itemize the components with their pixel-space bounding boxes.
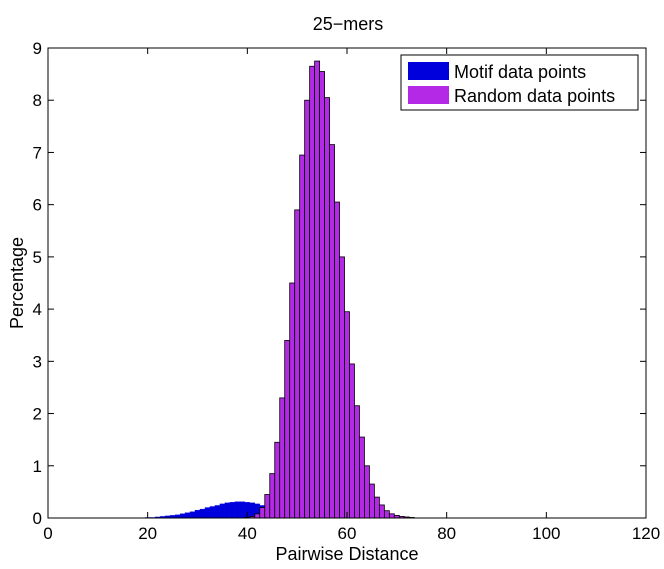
x-tick-label: 80 [437,524,456,543]
random-bar [284,340,291,519]
random-bar [294,209,301,519]
random-bar [259,507,266,519]
random-bar [254,513,261,519]
random-bar [383,510,390,519]
motif-bar [219,503,226,519]
random-bar [344,311,350,519]
motif-bar [199,508,206,519]
y-tick-labels: 0 1 2 3 4 5 6 7 8 9 [33,39,42,528]
motif-bar [179,513,186,519]
random-bar [329,144,335,519]
random-bar [279,397,286,519]
random-bar [314,60,320,519]
x-tick-label: 40 [238,524,257,543]
legend-label-random: Random data points [454,86,615,106]
legend-label-motif: Motif data points [454,62,586,82]
x-tick-label: 20 [138,524,157,543]
y-tick-label: 9 [33,39,42,58]
y-tick-label: 2 [33,405,42,424]
random-bar [309,65,316,519]
random-bar [264,494,271,519]
motif-bar [209,506,216,519]
x-tick-label: 60 [338,524,357,543]
motif-bar [234,501,241,519]
motif-bar [229,502,236,519]
random-bar [269,473,276,519]
y-tick-label: 5 [33,248,42,267]
motif-bar [249,502,256,519]
random-bar [364,465,370,519]
motif-bar [204,507,211,519]
y-tick-label: 3 [33,352,42,371]
x-tick-label: 0 [43,524,52,543]
random-bar [304,99,311,519]
x-axis-label: Pairwise Distance [275,544,418,564]
y-tick-label: 6 [33,196,42,215]
plot-area [47,47,647,519]
random-bar [299,154,306,519]
legend-swatch-random [408,86,449,104]
random-bar [378,504,385,519]
plot-frame [47,47,647,519]
random-bar [369,483,375,519]
random-bar [354,405,360,519]
random-bars [244,60,415,519]
x-tick-label: 100 [532,524,560,543]
chart-title: 25−mers [313,14,384,34]
random-bar [324,97,330,519]
random-bar [319,71,325,519]
legend-swatch-motif [408,62,449,80]
y-tick-label: 0 [33,509,42,528]
random-bar [289,282,296,519]
x-tick-label: 120 [632,524,660,543]
random-bar [374,496,380,519]
motif-bar [239,501,246,519]
y-tick-label: 8 [33,91,42,110]
y-tick-label: 1 [33,457,42,476]
random-bar [339,256,345,519]
y-axis-label: Percentage [7,237,27,329]
motif-bar [184,512,191,519]
x-tick-labels: 0 20 40 60 80 100 120 [43,524,660,543]
y-tick-label: 4 [33,300,42,319]
random-bar [334,201,340,519]
random-bar [349,363,355,519]
random-bar [388,513,395,519]
random-bar [359,436,365,519]
y-tick-label: 7 [33,143,42,162]
random-bar [274,441,281,519]
motif-bar [214,505,221,519]
legend: Motif data points Random data points [400,54,639,111]
motif-bar [194,509,201,519]
motif-bar [224,502,231,519]
motif-bar [189,511,196,519]
